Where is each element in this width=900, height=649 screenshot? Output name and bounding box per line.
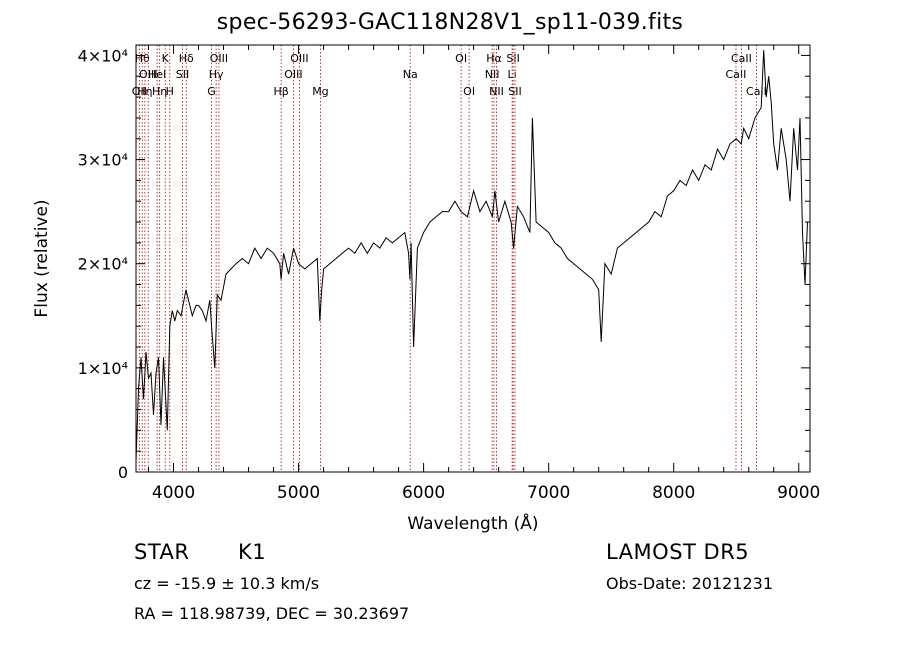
line-label: HeI [148,68,166,81]
y-tick-label: 2×10⁴ [78,255,128,274]
line-label: CaII [731,52,752,65]
x-tick-label: 5000 [277,483,320,503]
subclass: K1 [238,540,267,564]
y-tick-label: 4×10⁴ [78,46,128,65]
x-tick-label: 7000 [527,483,570,503]
line-label: Hη [152,85,167,98]
line-label: OIII [139,68,157,81]
line-label: Mg [312,85,328,98]
obs-date: Obs-Date: 20121231 [606,574,774,593]
line-label: NII [485,68,500,81]
x-tick-label: 8000 [652,483,695,503]
coordinates: RA = 118.98739, DEC = 30.23697 [134,604,410,623]
line-label: Hγ [209,68,224,81]
chart-title: spec-56293-GAC118N28V1_sp11-039.fits [216,10,684,35]
y-tick-label: 1×10⁴ [78,359,128,378]
x-tick-label: 6000 [402,483,445,503]
line-label: CaII [746,85,767,98]
line-label: H [166,85,174,98]
line-label: OI [455,52,467,65]
line-label: Hβ [274,85,289,98]
line-label: SII [508,85,521,98]
y-axis-label: Flux (relative) [32,199,52,317]
line-label: Hδ [179,52,194,65]
line-label: CaII [726,68,747,81]
line-label: SII [506,52,519,65]
line-label: K [162,52,170,65]
line-label: Na [403,68,418,81]
line-label: OIII [284,68,302,81]
line-label: NII [489,85,504,98]
line-label: SII [176,68,189,81]
line-label: Hα [486,52,502,65]
line-label: OIII [290,52,308,65]
line-label: Hη [137,85,152,98]
y-tick-label: 3×10⁴ [78,151,128,170]
line-label: OI [463,85,475,98]
x-tick-label: 4000 [152,483,195,503]
x-tick-label: 9000 [777,483,820,503]
line-label: G [207,85,216,98]
line-label: Hθ [135,52,150,65]
line-label: Li [508,68,517,81]
survey-name: LAMOST DR5 [606,540,750,564]
spectrum-line [135,50,808,462]
object-class: STAR [134,540,190,564]
plot-frame [135,44,811,473]
redshift-info: cz = -15.9 ± 10.3 km/s [134,574,320,593]
line-label: OIII [210,52,228,65]
x-axis-label: Wavelength (Å) [407,512,538,534]
y-tick-label: 0 [118,463,128,482]
